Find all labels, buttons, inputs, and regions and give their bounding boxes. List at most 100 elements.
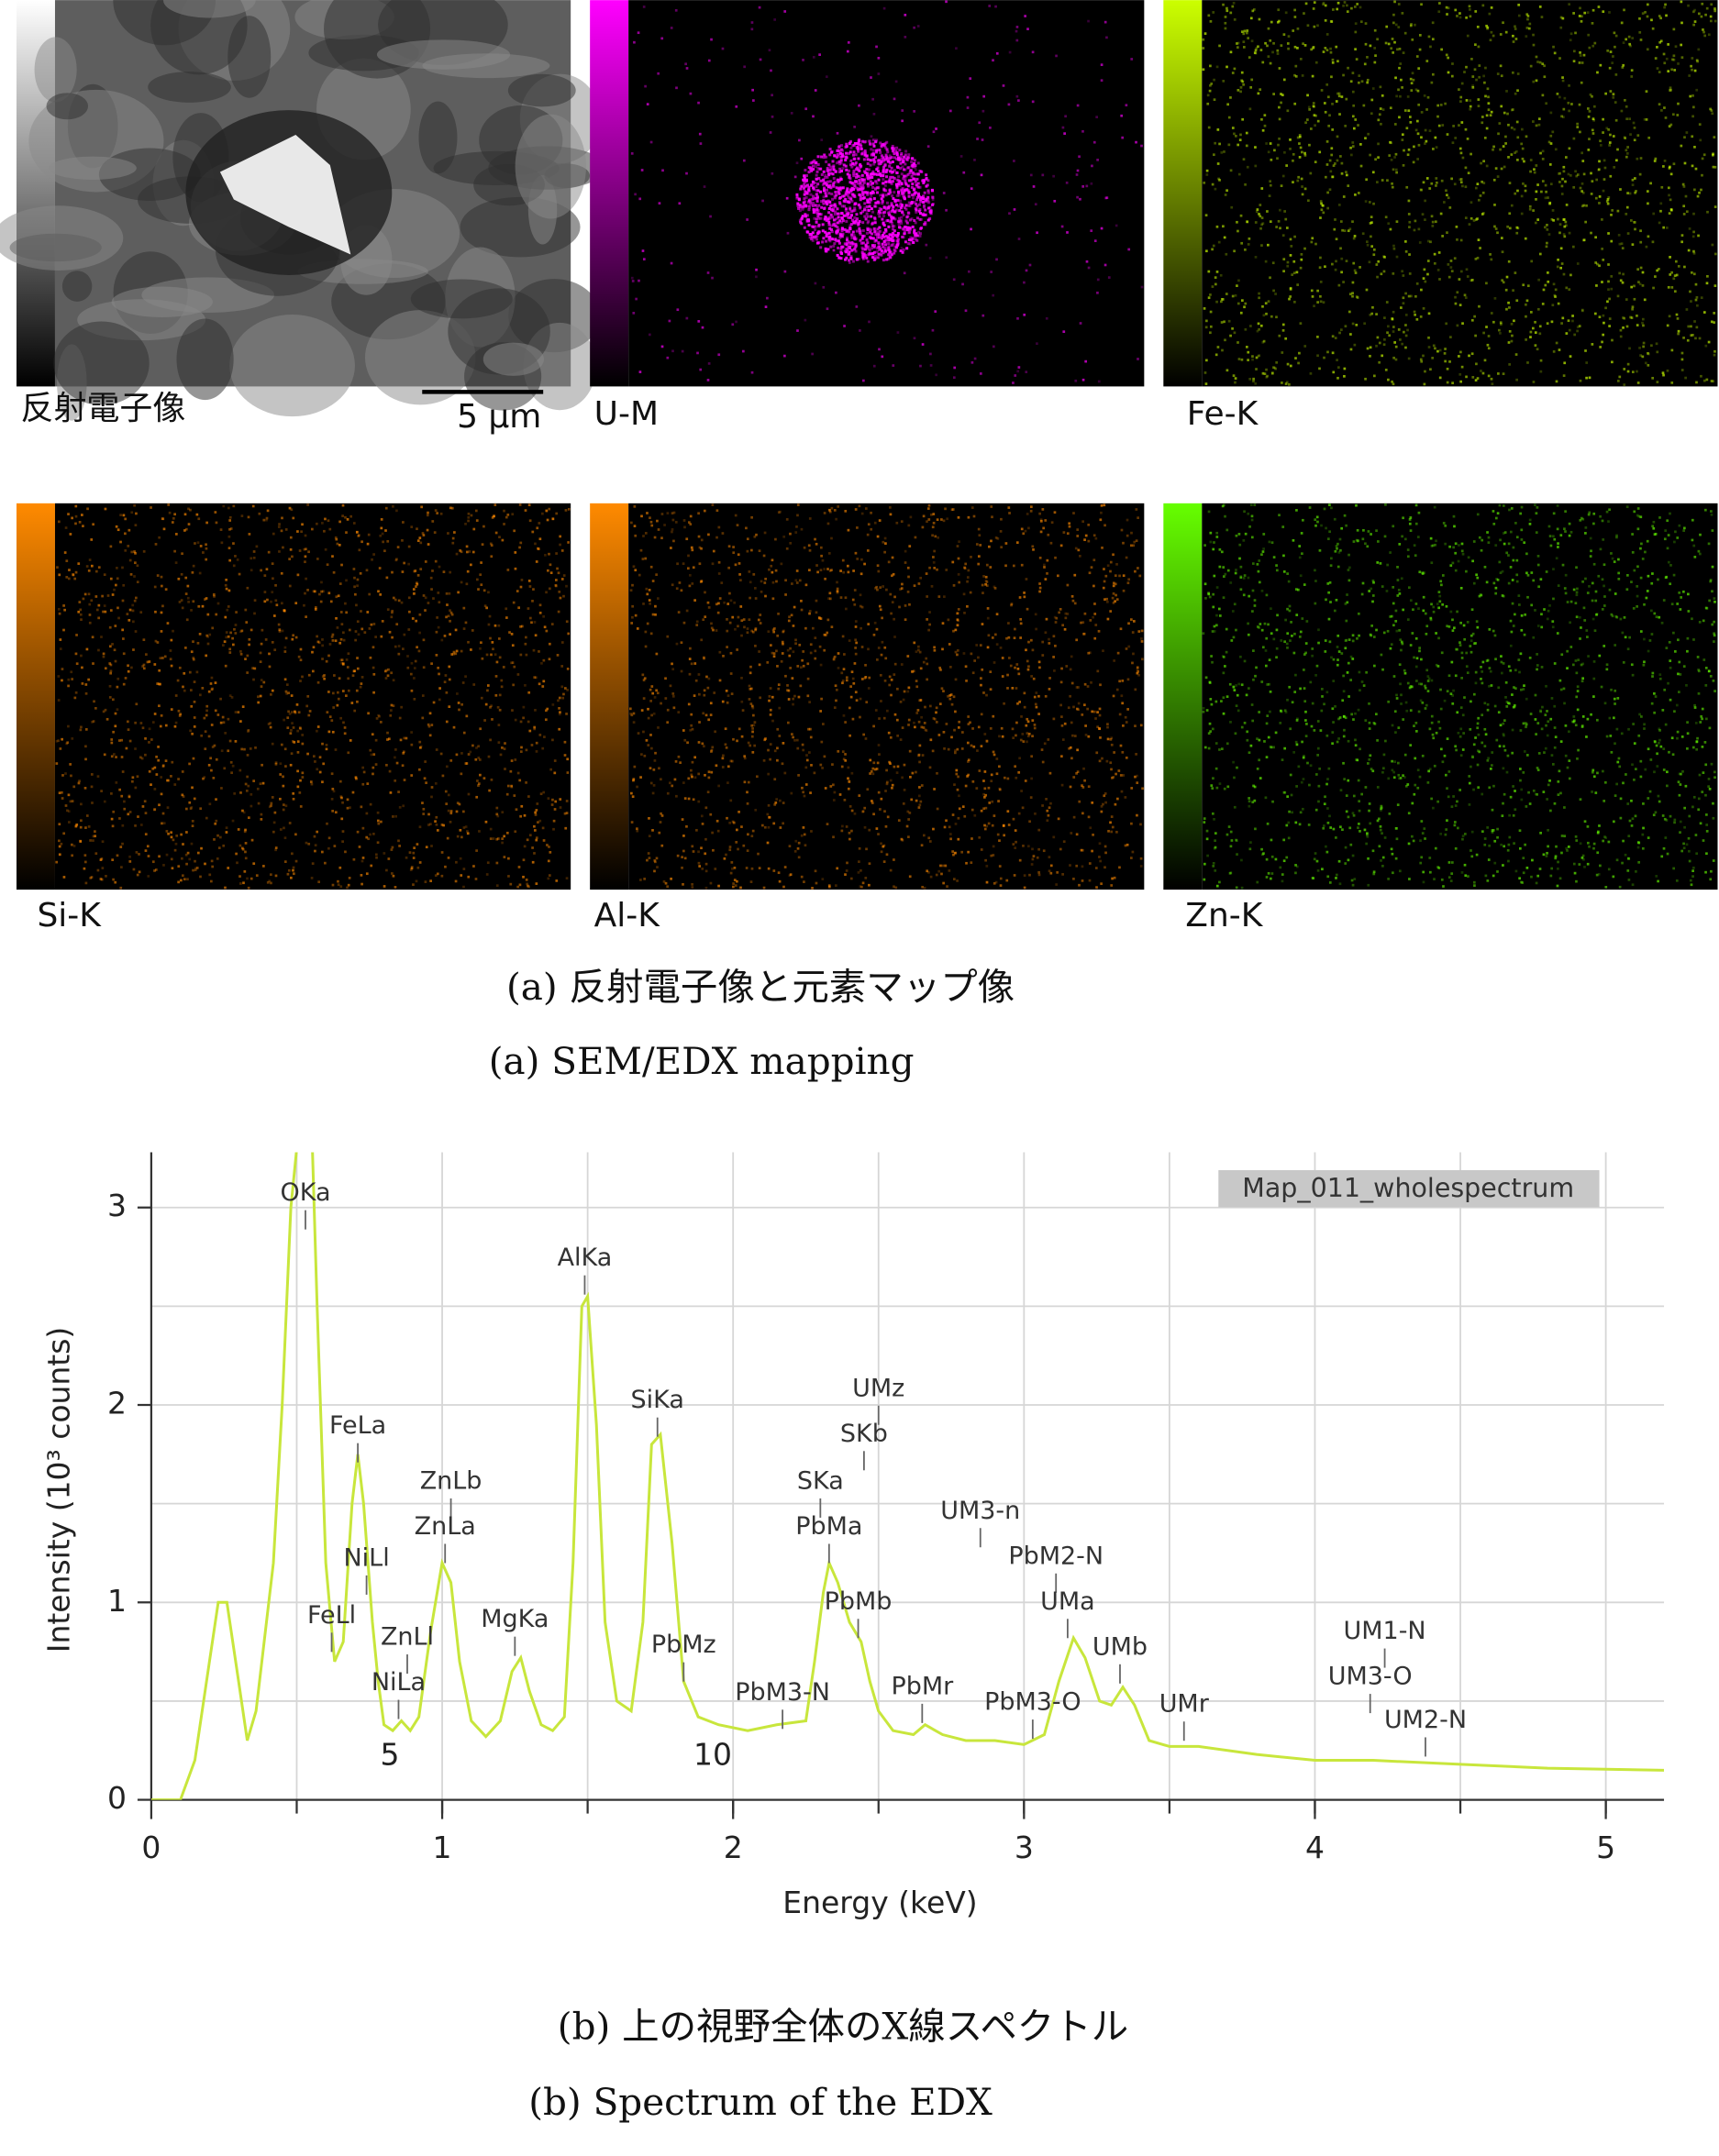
texture <box>905 227 909 230</box>
map-image <box>628 0 1145 387</box>
texture <box>1489 114 1492 117</box>
texture <box>154 639 158 643</box>
texture <box>482 525 485 528</box>
texture <box>1579 130 1581 134</box>
texture <box>1420 288 1423 292</box>
texture <box>1617 234 1621 237</box>
texture <box>1428 187 1432 190</box>
texture <box>289 536 293 539</box>
texture <box>845 151 848 155</box>
texture <box>290 729 293 732</box>
texture <box>710 38 713 41</box>
texture <box>193 725 196 728</box>
texture <box>860 237 864 240</box>
texture <box>58 845 61 848</box>
texture <box>219 528 223 531</box>
texture <box>435 630 438 634</box>
texture <box>144 753 147 757</box>
texture <box>1547 271 1549 274</box>
texture <box>1541 303 1545 305</box>
texture <box>1665 57 1669 61</box>
texture <box>896 238 900 241</box>
texture <box>119 846 123 848</box>
texture <box>495 813 499 816</box>
texture <box>851 182 855 185</box>
texture <box>410 867 414 870</box>
texture <box>205 709 208 713</box>
texture <box>1444 359 1447 363</box>
texture <box>361 766 364 769</box>
texture <box>437 625 440 629</box>
texture <box>545 629 549 633</box>
texture <box>1713 284 1717 287</box>
texture <box>1606 49 1610 52</box>
texture <box>227 605 230 608</box>
texture <box>1257 354 1260 358</box>
texture <box>1431 225 1435 227</box>
texture <box>1424 218 1426 221</box>
texture <box>127 664 129 668</box>
texture <box>1680 144 1683 148</box>
texture <box>1468 354 1470 358</box>
texture <box>1459 181 1463 184</box>
texture <box>879 193 882 197</box>
texture <box>1397 88 1400 92</box>
texture <box>1532 80 1536 83</box>
texture <box>1538 61 1542 64</box>
texture <box>304 555 307 558</box>
texture <box>842 199 846 203</box>
texture <box>1492 320 1495 324</box>
texture <box>766 296 769 300</box>
texture <box>240 514 244 517</box>
texture <box>853 206 857 210</box>
texture <box>903 155 906 159</box>
texture <box>848 241 852 245</box>
texture <box>425 781 427 784</box>
texture <box>1608 317 1612 320</box>
texture <box>1262 314 1266 317</box>
texture <box>823 153 826 157</box>
texture <box>860 144 863 148</box>
texture <box>1303 44 1307 47</box>
texture <box>74 824 78 828</box>
texture <box>885 258 889 261</box>
texture <box>1584 220 1588 224</box>
texture <box>1645 90 1648 94</box>
texture <box>1535 164 1538 167</box>
texture <box>61 797 64 800</box>
texture <box>698 132 702 136</box>
texture <box>1515 120 1519 124</box>
texture <box>1611 338 1614 342</box>
texture <box>1234 377 1237 380</box>
texture <box>378 567 382 569</box>
texture <box>83 867 86 870</box>
texture <box>839 148 843 151</box>
texture <box>898 180 902 183</box>
texture <box>1203 32 1207 35</box>
texture <box>1689 94 1692 98</box>
texture <box>1236 42 1238 45</box>
texture <box>533 621 537 624</box>
texture <box>138 870 141 874</box>
texture <box>1395 255 1399 259</box>
texture <box>900 182 904 186</box>
texture <box>1572 60 1576 63</box>
texture <box>1441 124 1445 127</box>
texture <box>919 198 923 202</box>
texture <box>113 648 116 652</box>
texture <box>67 513 70 515</box>
texture <box>863 202 867 205</box>
texture <box>952 376 956 380</box>
texture <box>850 236 854 239</box>
texture <box>922 205 926 209</box>
texture <box>890 156 893 160</box>
texture <box>871 256 875 260</box>
texture <box>912 172 915 176</box>
texture <box>1486 87 1490 91</box>
texture <box>1490 30 1493 34</box>
texture <box>861 248 865 251</box>
texture <box>822 189 826 193</box>
texture <box>878 206 882 210</box>
texture <box>1214 282 1217 286</box>
texture <box>1415 317 1419 321</box>
